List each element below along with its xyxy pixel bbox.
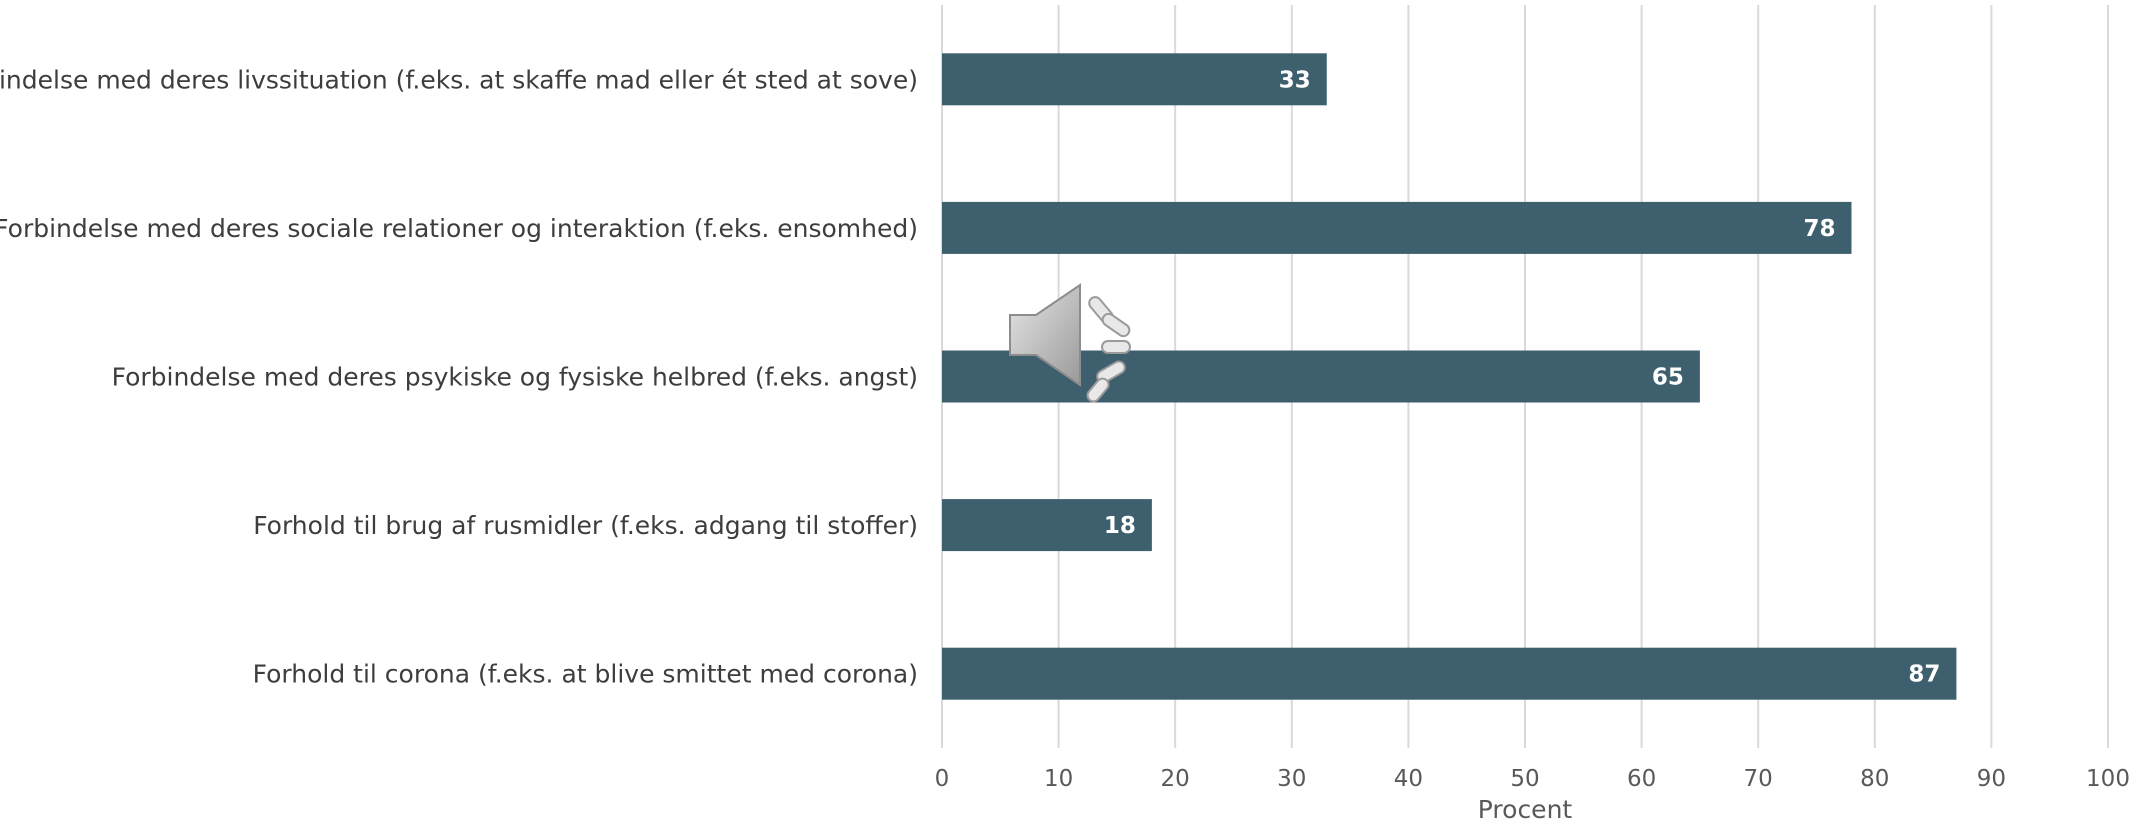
- bar: [942, 499, 1152, 552]
- data-label: 87: [1908, 662, 1940, 688]
- bar: [942, 647, 1957, 700]
- speaker-icon[interactable]: [1009, 283, 1132, 404]
- x-tick-label: 0: [935, 766, 950, 792]
- data-label: 65: [1652, 365, 1684, 391]
- x-tick-labels: 0 10 20 30 40 50 60 70 80 90 100: [935, 766, 2130, 792]
- x-tick-label: 20: [1161, 766, 1190, 792]
- category-label: Forhold til brug af rusmidler (f.eks. ad…: [253, 511, 918, 540]
- bar: [942, 201, 1852, 254]
- category-label: Forhold til corona (f.eks. at blive smit…: [253, 660, 918, 689]
- data-label: 78: [1803, 216, 1835, 242]
- data-label: 18: [1104, 513, 1136, 539]
- x-tick-label: 50: [1510, 766, 1539, 792]
- x-axis-title: Procent: [1478, 795, 1573, 824]
- bars: 33 78 65 18 87: [942, 53, 1957, 700]
- x-tick-label: 70: [1744, 766, 1773, 792]
- x-tick-label: 100: [2086, 766, 2130, 792]
- data-label: 33: [1279, 67, 1311, 93]
- x-tick-label: 30: [1277, 766, 1306, 792]
- category-label: Forbindelse med deres livssituation (f.e…: [0, 65, 918, 94]
- x-tick-label: 40: [1394, 766, 1423, 792]
- x-tick-label: 80: [1860, 766, 1889, 792]
- x-tick-label: 60: [1627, 766, 1656, 792]
- x-tick-label: 90: [1977, 766, 2006, 792]
- category-label: Forbindelse med deres psykiske og fysisk…: [112, 363, 918, 392]
- x-tick-label: 10: [1044, 766, 1073, 792]
- bar: [942, 53, 1327, 106]
- category-label: Forbindelse med deres sociale relationer…: [0, 214, 918, 243]
- category-labels: Forbindelse med deres livssituation (f.e…: [0, 65, 918, 688]
